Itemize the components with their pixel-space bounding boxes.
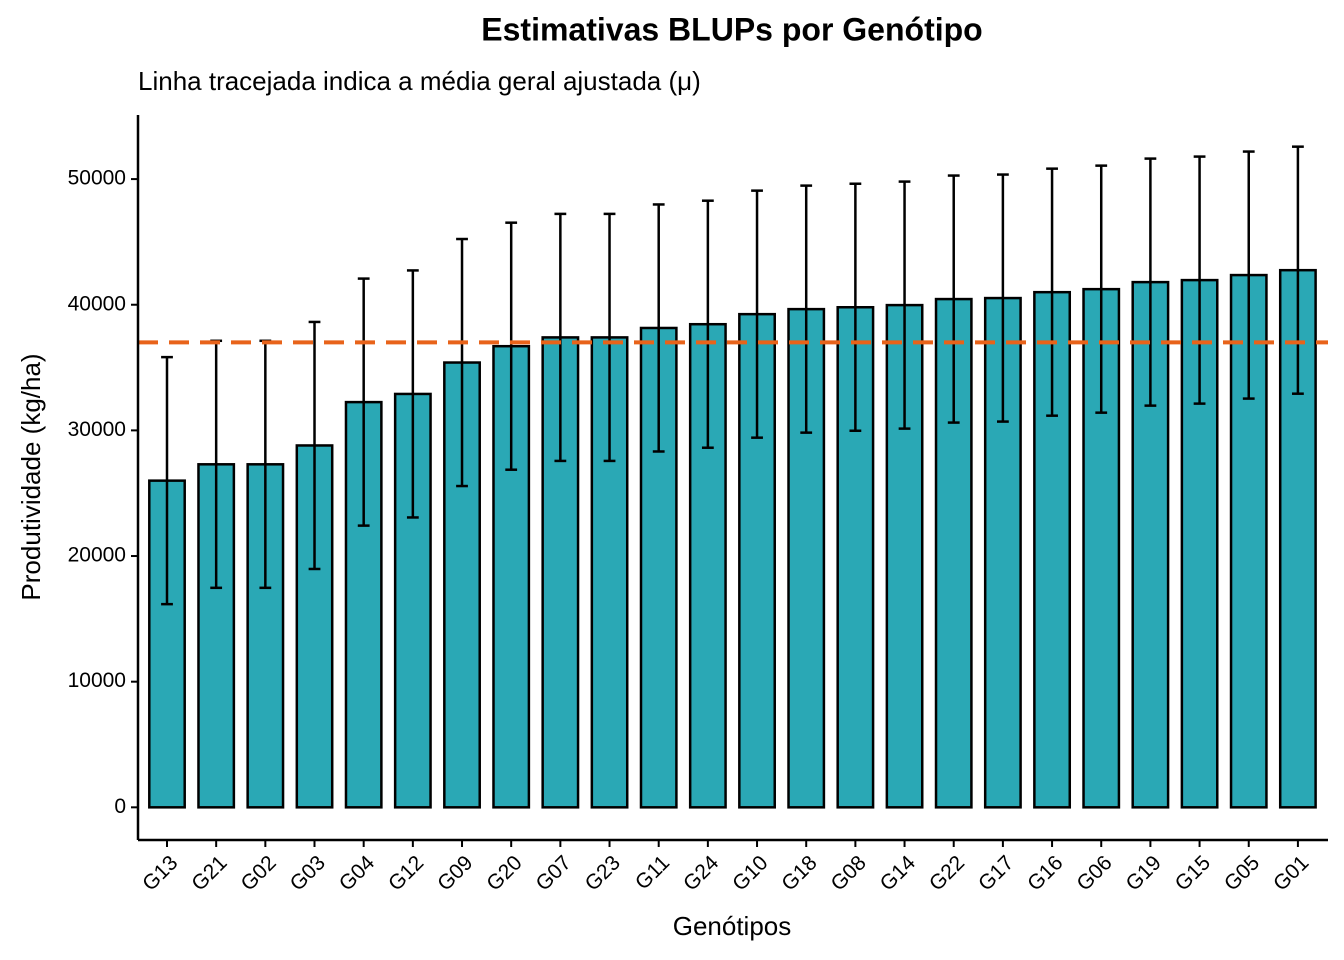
error-bar — [898, 180, 911, 430]
error-bar — [1193, 155, 1206, 405]
error-bar — [357, 277, 370, 527]
x-tick-label: G18 — [777, 851, 821, 895]
x-tick-label: G08 — [826, 851, 870, 895]
y-tick-label: 50000 — [68, 167, 126, 190]
x-tick-label: G23 — [581, 851, 625, 895]
error-bar — [505, 221, 518, 471]
error-bar — [161, 355, 173, 606]
x-tick-label: G04 — [335, 851, 380, 896]
x-tick-label: G02 — [236, 851, 280, 895]
error-bar — [308, 320, 321, 571]
x-tick-label: G05 — [1220, 851, 1264, 895]
error-bar — [947, 174, 960, 424]
y-tick-label: 10000 — [68, 669, 126, 692]
x-tick-label: G13 — [138, 851, 182, 895]
x-tick-label: G21 — [187, 851, 231, 895]
error-bar — [849, 182, 862, 433]
x-tick-label: G16 — [1023, 851, 1067, 895]
y-tick-label: 30000 — [68, 418, 126, 441]
x-tick-label: G15 — [1171, 851, 1215, 895]
error-bar — [800, 184, 813, 434]
y-tick-label: 20000 — [68, 544, 126, 567]
x-axis-title: Genótipos — [673, 911, 792, 941]
chart-subtitle: Linha tracejada indica a média geral aju… — [138, 66, 701, 96]
error-bar — [603, 212, 616, 463]
x-tick-label: G14 — [876, 851, 921, 896]
x-tick-label: G07 — [531, 851, 575, 895]
x-tick-label: G09 — [433, 851, 477, 895]
chart-title: Estimativas BLUPs por Genótipo — [481, 11, 982, 47]
error-bar — [652, 203, 665, 453]
y-tick-label: 40000 — [68, 292, 126, 315]
x-tick-label: G22 — [925, 851, 969, 895]
x-tick-label: G19 — [1122, 851, 1166, 895]
error-bar — [701, 199, 714, 449]
error-bar — [406, 269, 419, 519]
y-axis-title: Produtividade (kg/ha) — [16, 353, 46, 600]
error-bar — [1095, 164, 1108, 414]
error-bar — [1046, 167, 1058, 417]
x-tick-label: G17 — [974, 851, 1018, 895]
y-tick-label: 0 — [114, 795, 126, 818]
x-tick-label: G03 — [286, 851, 330, 895]
error-bar — [456, 237, 468, 488]
error-bar — [1144, 157, 1157, 407]
x-tick-label: G20 — [482, 851, 526, 895]
x-tick-label: G24 — [679, 851, 724, 896]
error-bar — [1242, 150, 1255, 400]
x-tick-label: G10 — [728, 851, 772, 895]
error-bar — [996, 173, 1009, 423]
error-bar — [554, 212, 567, 463]
x-tick-label: G01 — [1269, 851, 1313, 895]
x-tick-label: G06 — [1072, 851, 1116, 895]
error-bar — [751, 189, 763, 439]
error-bar — [1292, 145, 1304, 395]
x-tick-label: G11 — [631, 851, 674, 894]
x-tick-label: G12 — [384, 851, 428, 895]
